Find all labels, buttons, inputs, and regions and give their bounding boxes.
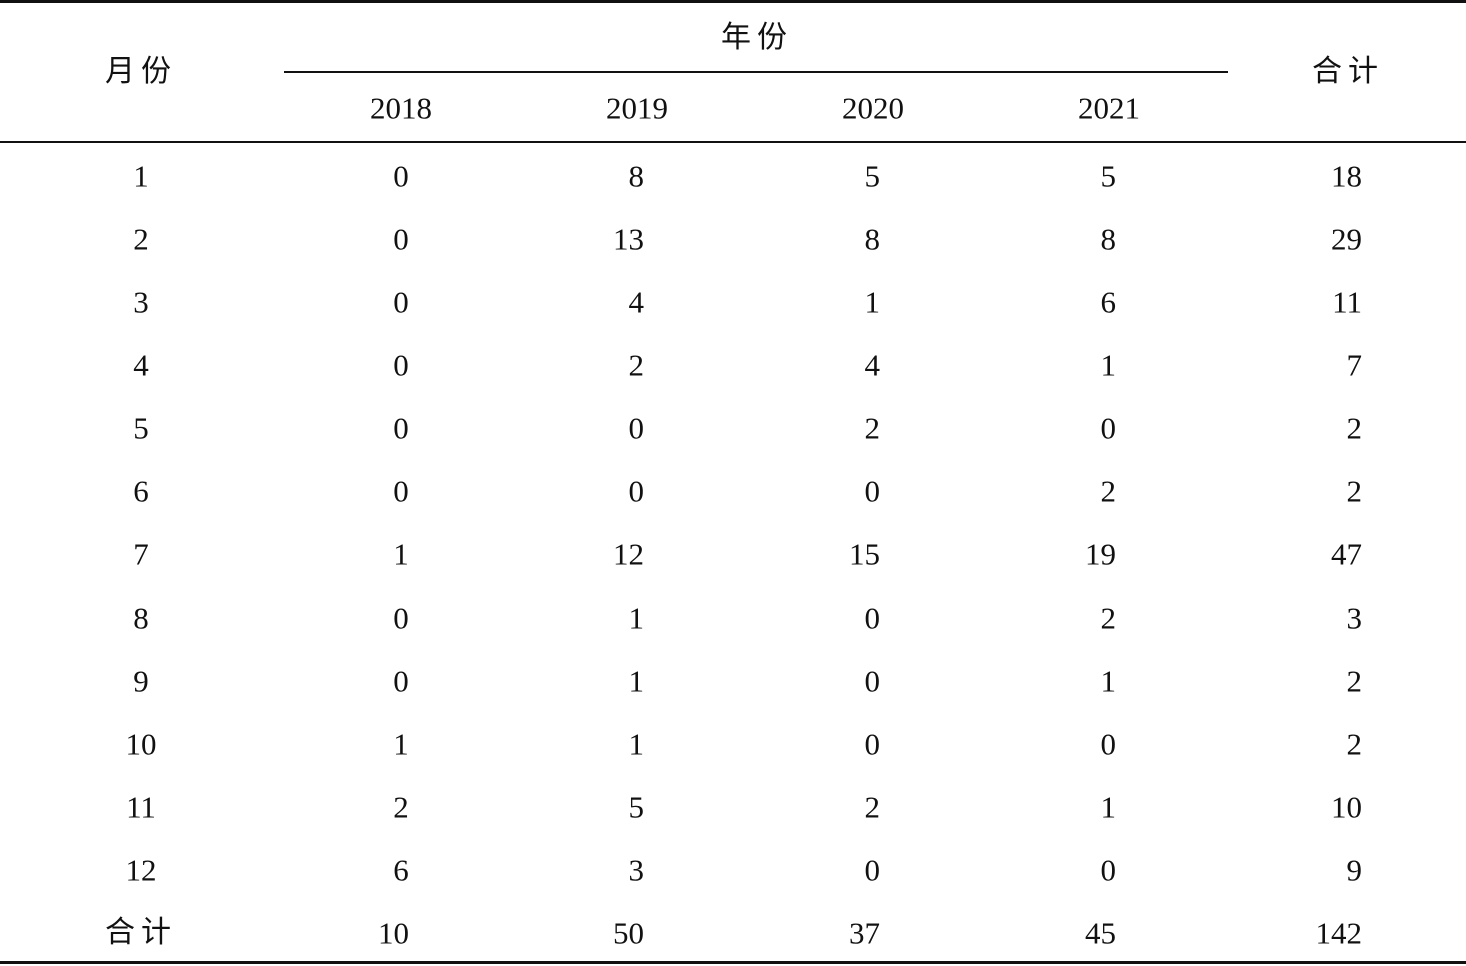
value-cell: 0 [1100,852,1117,888]
totals-row-label: 合计 [105,914,177,950]
value-cell: 1 [628,663,645,699]
value-cell: 2 [1100,473,1117,509]
row-total-cell: 11 [1332,284,1362,320]
value-cell: 5 [628,789,645,825]
value-cell: 8 [628,158,645,194]
year-header-2018: 2018 [370,90,432,126]
value-cell: 3 [628,852,645,888]
value-cell: 1 [393,726,409,762]
row-total-cell: 2 [1346,726,1363,762]
value-cell: 2 [864,410,881,446]
value-cell: 2 [628,347,645,383]
value-cell: 0 [393,158,409,194]
value-cell: 1 [1100,347,1117,383]
value-cell: 0 [393,347,409,383]
value-cell: 4 [864,347,881,383]
year-group-rule [284,71,1228,73]
value-cell: 2 [864,789,881,825]
row-total-cell: 9 [1346,852,1363,888]
value-cell: 0 [628,473,645,509]
year-header-2020: 2020 [842,90,904,126]
row-total-cell: 7 [1346,347,1363,383]
month-cell: 4 [133,347,149,383]
value-cell: 0 [393,473,409,509]
value-cell: 0 [393,221,409,257]
value-cell: 6 [393,852,409,888]
value-cell: 1 [393,536,409,572]
value-cell: 1 [1100,789,1117,825]
value-cell: 2 [1100,600,1117,636]
row-total-cell: 29 [1331,221,1362,257]
value-cell: 13 [613,221,644,257]
row-total-cell: 2 [1346,473,1363,509]
value-cell: 0 [1100,410,1117,446]
total-column-header: 合计 [1312,54,1384,89]
year-group-header: 年份 [721,20,793,55]
month-cell: 5 [133,410,149,446]
value-cell: 0 [864,852,881,888]
grand-total-cell: 142 [1315,915,1363,951]
row-total-cell: 2 [1346,663,1363,699]
month-cell: 1 [133,158,149,194]
value-cell: 12 [613,536,644,572]
value-cell: 8 [864,221,881,257]
header-rule [0,141,1466,143]
value-cell: 0 [393,663,409,699]
row-total-cell: 47 [1331,536,1362,572]
month-cell: 7 [133,536,149,572]
year-header-2019: 2019 [606,90,668,126]
value-cell: 1 [628,726,645,762]
value-cell: 5 [864,158,881,194]
value-cell: 0 [864,726,881,762]
month-cell: 10 [125,726,157,762]
value-cell: 4 [628,284,645,320]
value-cell: 15 [849,536,880,572]
value-cell: 0 [1100,726,1117,762]
year-header-2021: 2021 [1078,90,1140,126]
row-total-cell: 10 [1331,789,1362,825]
month-cell: 2 [133,221,149,257]
column-total-cell: 37 [849,915,880,951]
bottom-rule [0,961,1466,964]
value-cell: 8 [1100,221,1117,257]
row-total-cell: 18 [1331,158,1362,194]
month-cell: 11 [126,789,156,825]
month-cell: 12 [125,852,157,888]
month-cell: 6 [133,473,149,509]
value-cell: 0 [864,663,881,699]
value-cell: 2 [393,789,409,825]
row-total-cell: 2 [1346,410,1363,446]
value-cell: 0 [628,410,645,446]
month-column-header: 月份 [105,54,177,89]
column-total-cell: 45 [1085,915,1116,951]
row-total-cell: 3 [1346,600,1363,636]
value-cell: 1 [1100,663,1117,699]
month-cell: 8 [133,600,149,636]
column-total-cell: 50 [613,915,644,951]
month-cell: 3 [133,284,149,320]
value-cell: 0 [393,410,409,446]
value-cell: 6 [1100,284,1117,320]
value-cell: 1 [628,600,645,636]
value-cell: 0 [393,600,409,636]
month-cell: 9 [133,663,149,699]
value-cell: 19 [1085,536,1116,572]
value-cell: 0 [864,600,881,636]
value-cell: 0 [864,473,881,509]
value-cell: 1 [864,284,881,320]
value-cell: 5 [1100,158,1117,194]
top-rule [0,0,1466,3]
column-total-cell: 10 [378,915,409,951]
value-cell: 0 [393,284,409,320]
